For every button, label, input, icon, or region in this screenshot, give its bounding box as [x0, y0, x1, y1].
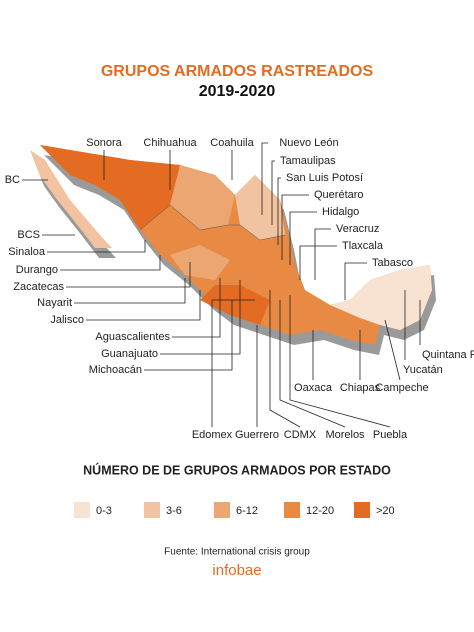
- leader-line: [344, 262, 367, 300]
- legend-label: 0-3: [96, 505, 112, 517]
- state-label: Chiapas: [340, 382, 381, 394]
- leader-line: [289, 295, 391, 428]
- legend-label: >20: [376, 505, 395, 517]
- state-label: Tamaulipas: [280, 155, 336, 167]
- brand: infobae: [212, 562, 261, 579]
- leader-line: [60, 255, 161, 271]
- state-label: Guerrero: [235, 429, 279, 441]
- leader-line: [172, 278, 221, 338]
- state-label: Yucatán: [403, 364, 443, 376]
- state-label: BC: [5, 174, 20, 186]
- state-label: Coahuila: [210, 137, 254, 149]
- state-label: Nuevo León: [279, 137, 338, 149]
- state-label: Tabasco: [372, 257, 413, 269]
- state-label: Zacatecas: [13, 281, 64, 293]
- state-label: Hidalgo: [322, 206, 359, 218]
- state-label: Puebla: [373, 429, 408, 441]
- state-label: Sonora: [86, 137, 122, 149]
- legend-swatch: [284, 502, 300, 518]
- map: [30, 145, 436, 355]
- leader-line: [271, 160, 275, 225]
- state-label: San Luis Potosí: [286, 172, 363, 184]
- title: GRUPOS ARMADOS RASTREADOS: [101, 63, 374, 80]
- state-label: Morelos: [325, 429, 365, 441]
- state-label: Oaxaca: [294, 382, 333, 394]
- leader-line: [160, 280, 241, 355]
- state-label: Nayarit: [37, 297, 72, 309]
- state-label: Tlaxcala: [342, 240, 384, 252]
- leader-line: [261, 142, 268, 215]
- legend-label: 12-20: [306, 505, 334, 517]
- state-label: CDMX: [284, 429, 317, 441]
- state-label: Edomex: [192, 429, 233, 441]
- state-label: Michoacán: [89, 364, 142, 376]
- state-label: Campeche: [375, 382, 428, 394]
- leader-line: [314, 228, 331, 280]
- legend-label: 6-12: [236, 505, 258, 517]
- leader-line: [384, 319, 401, 381]
- state-label: Aguascalientes: [95, 331, 170, 343]
- state-label: Veracruz: [336, 223, 379, 235]
- state-label: Chihuahua: [143, 137, 197, 149]
- state-label: Jalisco: [50, 314, 84, 326]
- state-label: Quintana R.: [422, 349, 474, 361]
- leader-line: [279, 300, 346, 428]
- legend-swatch: [74, 502, 90, 518]
- subtitle: 2019-2020: [199, 83, 276, 100]
- leader-line: [211, 299, 255, 427]
- state-label: Guanajuato: [101, 348, 158, 360]
- leader-line: [74, 278, 186, 304]
- leader-line: [47, 240, 146, 253]
- legend-swatch: [144, 502, 160, 518]
- leader-line: [269, 290, 301, 428]
- legend-label: 3-6: [166, 505, 182, 517]
- legend-title: NÚMERO DE DE GRUPOS ARMADOS POR ESTADO: [83, 462, 391, 477]
- state-label: Sinaloa: [8, 246, 46, 258]
- legend-swatch: [354, 502, 370, 518]
- state-label: Durango: [16, 264, 58, 276]
- leader-line: [299, 245, 337, 280]
- state-label: Querétaro: [314, 189, 364, 201]
- leader-line: [86, 290, 201, 321]
- leader-line: [277, 177, 281, 245]
- state-label: BCS: [17, 229, 40, 241]
- leader-line: [144, 300, 233, 371]
- legend-swatch: [214, 502, 230, 518]
- source: Fuente: International crisis group: [164, 547, 310, 558]
- leader-line: [289, 211, 317, 265]
- leader-line: [66, 262, 191, 288]
- leader-line: [281, 194, 309, 260]
